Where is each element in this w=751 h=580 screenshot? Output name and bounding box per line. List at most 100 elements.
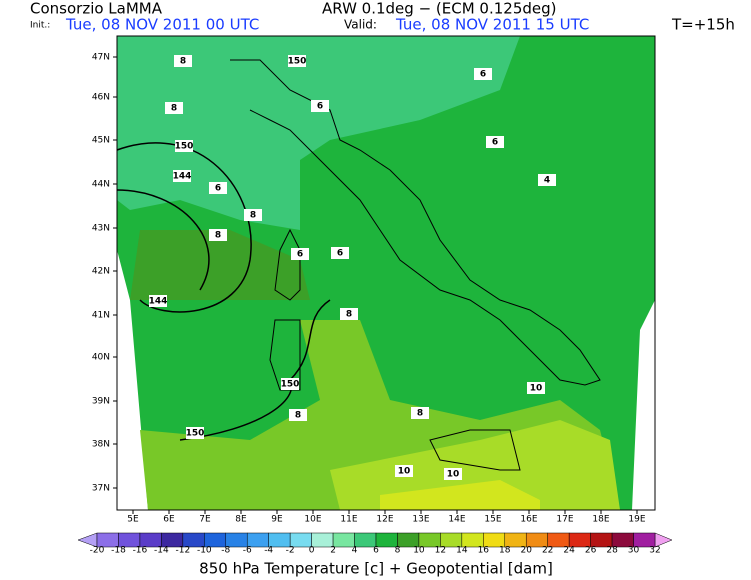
- contour-label-box: [444, 468, 462, 480]
- contour-label: 8: [215, 231, 221, 241]
- lat-label: 40N: [92, 353, 110, 363]
- lon-label: 19E: [628, 515, 645, 525]
- colorbar-label: 18: [499, 546, 511, 556]
- contour-label: 144: [173, 172, 192, 182]
- contour-label-box: [331, 247, 349, 259]
- lat-label: 38N: [92, 440, 110, 450]
- colorbar-label: 12: [435, 546, 446, 556]
- contour-label: 6: [297, 250, 303, 260]
- lon-label: 14E: [448, 515, 465, 525]
- lon-label: 12E: [376, 515, 393, 525]
- field-north: [117, 36, 520, 230]
- lead-time: T=+15h: [671, 16, 735, 34]
- colorbar-label: -16: [133, 546, 148, 556]
- contour-label-box: [165, 102, 183, 114]
- lon-label: 7E: [199, 515, 211, 525]
- colorbar-label: 28: [606, 546, 618, 556]
- contour-label-box: [244, 209, 262, 221]
- field-west: [130, 230, 310, 300]
- lon-label: 15E: [484, 515, 501, 525]
- org: Consorzio LaMMA: [30, 0, 163, 18]
- colorbar-label: -10: [197, 546, 212, 556]
- lon-label: 10E: [304, 515, 321, 525]
- contour-label: 8: [250, 211, 256, 221]
- contour-label: 150: [186, 429, 205, 439]
- contour-label-box: [474, 68, 492, 80]
- contour-label-box: [186, 427, 204, 439]
- contour-label-box: [527, 382, 545, 394]
- lon-label: 5E: [127, 515, 139, 525]
- contour-label: 150: [175, 142, 194, 152]
- contour-label: 6: [215, 184, 221, 194]
- colorbar-box: [633, 532, 656, 548]
- contour-label-box: [149, 295, 167, 307]
- colorbar-label: 26: [585, 546, 597, 556]
- colorbar-label: -12: [175, 546, 190, 556]
- lat-label: 46N: [92, 93, 110, 103]
- colorbar-label: -14: [154, 546, 169, 556]
- colorbar-label: 0: [309, 546, 315, 556]
- lat-label: 39N: [92, 397, 110, 407]
- contour-label: 4: [544, 176, 550, 186]
- lat-label: 44N: [92, 180, 110, 190]
- init-time: Tue, 08 NOV 2011 00 UTC: [65, 16, 259, 34]
- contour-label: 10: [530, 384, 543, 394]
- contour-label: 144: [149, 297, 168, 307]
- contour-label-box: [289, 409, 307, 421]
- valid-time: Tue, 08 NOV 2011 15 UTC: [395, 16, 589, 34]
- colorbar-label: 10: [413, 546, 425, 556]
- lon-label: 9E: [271, 515, 283, 525]
- contour-label: 6: [337, 249, 343, 259]
- lat-label: 37N: [92, 484, 110, 494]
- contour-label-box: [291, 248, 309, 260]
- colorbar-label: 4: [352, 546, 358, 556]
- contour-label: 10: [398, 467, 411, 477]
- field-warm: [380, 480, 540, 510]
- contour-label: 6: [492, 138, 498, 148]
- field-far-south: [330, 420, 620, 510]
- contour-label-box: [174, 55, 192, 67]
- lat-label: 45N: [92, 136, 110, 146]
- colorbar-label: 22: [542, 546, 553, 556]
- contour-label-box: [209, 182, 227, 194]
- init-label: Init.:: [30, 21, 50, 31]
- contour-label: 150: [281, 380, 300, 390]
- contour-label-box: [288, 55, 306, 67]
- contour-label-box: [395, 465, 413, 477]
- contour-label-box: [486, 136, 504, 148]
- valid-label: Valid:: [344, 18, 377, 32]
- lon-label: 13E: [412, 515, 429, 525]
- contour-label: 10: [447, 470, 460, 480]
- contour-label: 6: [480, 70, 486, 80]
- contour-label: 8: [295, 411, 301, 421]
- lat-label: 43N: [92, 224, 110, 234]
- contour-label: 8: [180, 57, 186, 67]
- colorbar-label: 6: [373, 546, 379, 556]
- footer-title: 850 hPa Temperature [c] + Geopotential […: [199, 560, 553, 578]
- colorbar-label: -6: [243, 546, 252, 556]
- contour-label-box: [411, 407, 429, 419]
- contour-label: 8: [417, 409, 423, 419]
- lon-label: 16E: [520, 515, 537, 525]
- colorbar-label: -18: [111, 546, 126, 556]
- contour-label-box: [281, 378, 299, 390]
- colorbar-label: 24: [563, 546, 575, 556]
- contour-label-box: [311, 100, 329, 112]
- lon-label: 8E: [235, 515, 247, 525]
- colorbar-label: 20: [521, 546, 533, 556]
- contour-label: 8: [346, 310, 352, 320]
- lon-label: 17E: [556, 515, 573, 525]
- colorbar-label: 14: [456, 546, 468, 556]
- colorbar-label: 2: [330, 546, 336, 556]
- colorbar-label: -20: [90, 546, 105, 556]
- model: ARW 0.1deg − (ECM 0.125deg): [322, 0, 557, 18]
- colorbar-label: -8: [221, 546, 230, 556]
- colorbar-label: 30: [628, 546, 640, 556]
- lat-label: 42N: [92, 267, 110, 277]
- colorbar-label: 8: [395, 546, 401, 556]
- map-frame: [116, 35, 656, 511]
- contour-label-box: [340, 308, 358, 320]
- contour-label: 150: [288, 57, 307, 67]
- lon-label: 6E: [163, 515, 175, 525]
- contour-label: 6: [317, 102, 323, 112]
